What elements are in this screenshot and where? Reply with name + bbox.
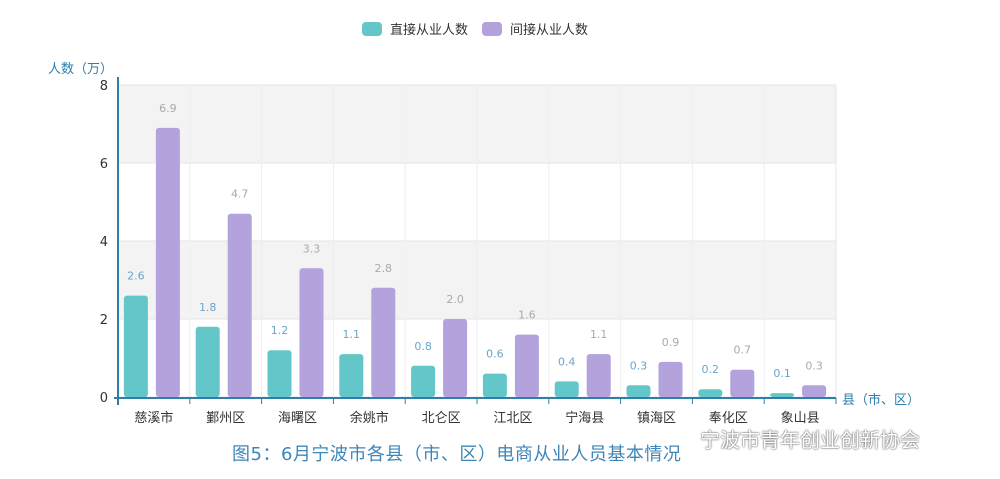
data-label: 2.8 xyxy=(375,262,393,275)
legend-swatch xyxy=(362,22,382,36)
bar xyxy=(411,365,436,397)
data-label: 1.1 xyxy=(590,328,608,341)
bar xyxy=(443,319,468,397)
bar xyxy=(371,287,396,397)
bar xyxy=(730,369,755,397)
bar xyxy=(227,213,252,397)
x-tick-label: 鄞州区 xyxy=(206,411,245,426)
bar xyxy=(770,393,795,397)
x-tick-label: 象山县 xyxy=(781,411,820,426)
data-label: 3.3 xyxy=(303,242,321,255)
x-tick-label: 宁海县 xyxy=(565,410,604,426)
bar xyxy=(482,373,507,397)
data-label: 1.6 xyxy=(518,309,536,322)
bar xyxy=(802,385,827,397)
bar xyxy=(586,354,611,397)
bar xyxy=(626,385,651,397)
x-tick-label: 慈溪市 xyxy=(134,410,173,426)
data-label: 2.6 xyxy=(127,270,145,283)
legend-label: 直接从业人数 xyxy=(390,22,468,38)
figure-caption: 图5：6月宁波市各县（市、区）电商从业人员基本情况 xyxy=(232,444,682,465)
legend-label: 间接从业人数 xyxy=(510,22,588,38)
data-label: 6.9 xyxy=(159,102,177,115)
y-tick-label: 2 xyxy=(100,313,108,328)
bar xyxy=(155,127,180,398)
y-tick-label: 6 xyxy=(100,157,108,172)
x-tick-label: 海曙区 xyxy=(278,411,317,426)
data-label: 2.0 xyxy=(446,293,464,306)
legend-swatch xyxy=(482,22,502,36)
bar xyxy=(339,354,364,397)
data-label: 4.7 xyxy=(231,188,249,201)
data-label: 1.8 xyxy=(199,301,217,314)
data-label: 0.7 xyxy=(734,344,752,357)
data-label: 0.4 xyxy=(558,355,576,368)
y-axis-title: 人数（万） xyxy=(48,62,113,77)
x-tick-label: 镇海区 xyxy=(637,411,676,426)
bar xyxy=(267,350,292,397)
y-tick-label: 0 xyxy=(100,391,108,406)
data-label: 0.3 xyxy=(805,359,823,372)
bar xyxy=(698,389,723,397)
watermark: 宁波市青年创业创新协会 xyxy=(672,424,920,453)
x-axis-title: 县（市、区） xyxy=(842,392,920,408)
data-label: 0.2 xyxy=(702,363,720,376)
x-tick-label: 北仑区 xyxy=(422,411,461,426)
data-label: 0.3 xyxy=(630,359,648,372)
bar xyxy=(554,381,579,397)
wechat-icon xyxy=(672,429,694,447)
x-tick-label: 余姚市 xyxy=(350,410,389,426)
data-label: 1.1 xyxy=(343,328,361,341)
x-tick-label: 奉化区 xyxy=(709,411,748,426)
bar xyxy=(299,268,324,397)
data-label: 0.6 xyxy=(486,348,504,361)
data-label: 0.1 xyxy=(773,367,791,380)
bar xyxy=(658,361,683,397)
x-tick-label: 江北区 xyxy=(493,411,532,426)
bar xyxy=(514,334,539,397)
data-label: 0.9 xyxy=(662,336,680,349)
data-label: 0.8 xyxy=(414,340,432,353)
bar xyxy=(195,326,220,397)
watermark-text: 宁波市青年创业创新协会 xyxy=(700,428,920,452)
bar xyxy=(123,295,148,397)
y-tick-label: 4 xyxy=(100,235,108,250)
data-label: 1.2 xyxy=(271,324,289,337)
y-tick-label: 8 xyxy=(100,79,108,94)
